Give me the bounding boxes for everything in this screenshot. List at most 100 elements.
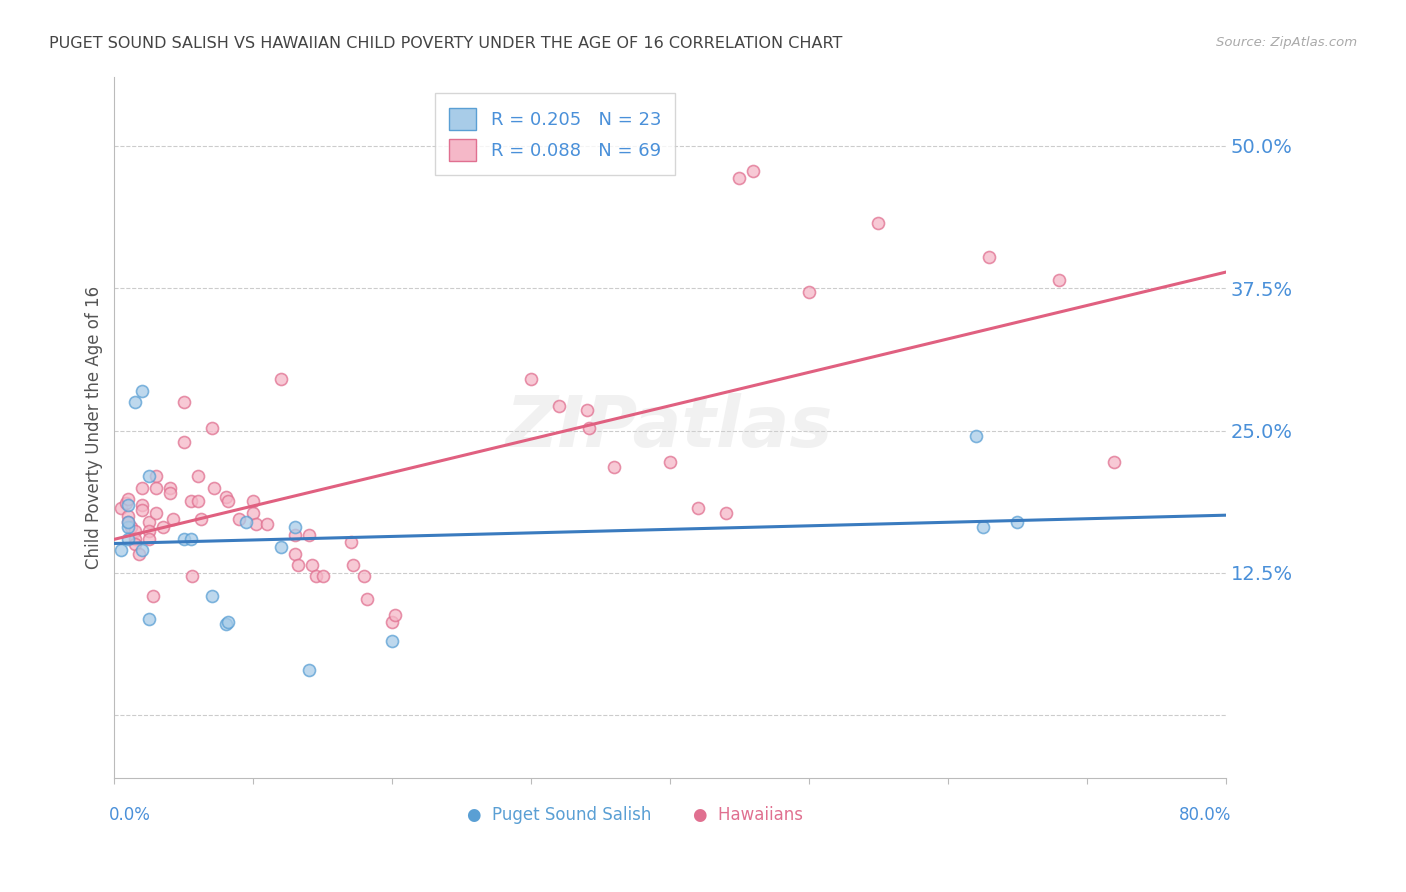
Point: [138, 524, 160, 538]
Point: [201, 589, 224, 603]
Point: [117, 520, 139, 534]
Point: [547, 399, 569, 413]
Text: 80.0%: 80.0%: [1178, 806, 1232, 824]
Point: [131, 481, 153, 495]
Point: [381, 615, 404, 629]
Point: [305, 569, 328, 583]
Point: [124, 395, 146, 409]
Point: [1007, 515, 1029, 529]
Point: [728, 170, 751, 185]
Text: ●  Puget Sound Salish: ● Puget Sound Salish: [467, 806, 651, 824]
Point: [578, 421, 600, 435]
Point: [1104, 455, 1126, 469]
Point: [284, 520, 307, 534]
Point: [298, 528, 321, 542]
Point: [114, 496, 136, 510]
Point: [117, 532, 139, 546]
Point: [138, 532, 160, 546]
Point: [242, 506, 264, 520]
Point: [270, 540, 292, 554]
Point: [145, 481, 167, 495]
Point: [173, 434, 195, 449]
Point: [284, 528, 307, 542]
Point: [603, 460, 626, 475]
Point: [342, 558, 364, 572]
Point: [131, 384, 153, 398]
Point: [353, 569, 375, 583]
Point: [356, 592, 378, 607]
Point: [145, 506, 167, 520]
Point: [190, 512, 212, 526]
Point: [270, 372, 292, 386]
Point: [180, 494, 202, 508]
Point: [575, 403, 598, 417]
Point: [110, 543, 132, 558]
Point: [256, 516, 278, 531]
Point: [339, 535, 361, 549]
Point: [868, 216, 890, 230]
Point: [965, 429, 987, 443]
Point: [117, 491, 139, 506]
Point: [742, 164, 765, 178]
Point: [138, 611, 160, 625]
Point: [117, 508, 139, 523]
Point: [228, 512, 250, 526]
Point: [117, 498, 139, 512]
Point: [235, 515, 257, 529]
Point: [162, 512, 184, 526]
Point: [298, 663, 321, 677]
Point: [117, 515, 139, 529]
Point: [979, 251, 1001, 265]
Point: [173, 395, 195, 409]
Point: [152, 520, 174, 534]
Point: [173, 532, 195, 546]
Point: [659, 455, 682, 469]
Point: [381, 634, 404, 648]
Point: [128, 547, 150, 561]
Point: [124, 524, 146, 538]
Point: [312, 569, 335, 583]
Point: [214, 617, 236, 632]
Point: [138, 515, 160, 529]
Point: [159, 481, 181, 495]
Point: [217, 615, 239, 629]
Point: [138, 469, 160, 483]
Point: [181, 569, 204, 583]
Point: [284, 547, 307, 561]
Text: Source: ZipAtlas.com: Source: ZipAtlas.com: [1216, 36, 1357, 49]
Point: [797, 285, 820, 299]
Y-axis label: Child Poverty Under the Age of 16: Child Poverty Under the Age of 16: [86, 286, 103, 569]
Point: [242, 494, 264, 508]
Point: [201, 421, 224, 435]
Point: [301, 558, 323, 572]
Legend: R = 0.205   N = 23, R = 0.088   N = 69: R = 0.205 N = 23, R = 0.088 N = 69: [434, 94, 675, 176]
Point: [117, 515, 139, 529]
Point: [287, 558, 309, 572]
Text: PUGET SOUND SALISH VS HAWAIIAN CHILD POVERTY UNDER THE AGE OF 16 CORRELATION CHA: PUGET SOUND SALISH VS HAWAIIAN CHILD POV…: [49, 36, 842, 51]
Point: [145, 469, 167, 483]
Point: [1047, 273, 1070, 287]
Point: [187, 469, 209, 483]
Text: ZIPatlas: ZIPatlas: [506, 393, 834, 462]
Point: [131, 503, 153, 517]
Point: [204, 481, 226, 495]
Point: [217, 494, 239, 508]
Point: [131, 543, 153, 558]
Point: [120, 520, 142, 534]
Point: [214, 490, 236, 504]
Point: [124, 537, 146, 551]
Point: [187, 494, 209, 508]
Point: [384, 608, 406, 623]
Point: [131, 498, 153, 512]
Point: [180, 532, 202, 546]
Point: [110, 501, 132, 516]
Point: [124, 532, 146, 546]
Text: ●  Hawaiians: ● Hawaiians: [693, 806, 803, 824]
Text: 0.0%: 0.0%: [108, 806, 150, 824]
Point: [159, 486, 181, 500]
Point: [520, 372, 543, 386]
Point: [245, 516, 267, 531]
Point: [714, 506, 737, 520]
Point: [142, 589, 165, 603]
Point: [972, 520, 994, 534]
